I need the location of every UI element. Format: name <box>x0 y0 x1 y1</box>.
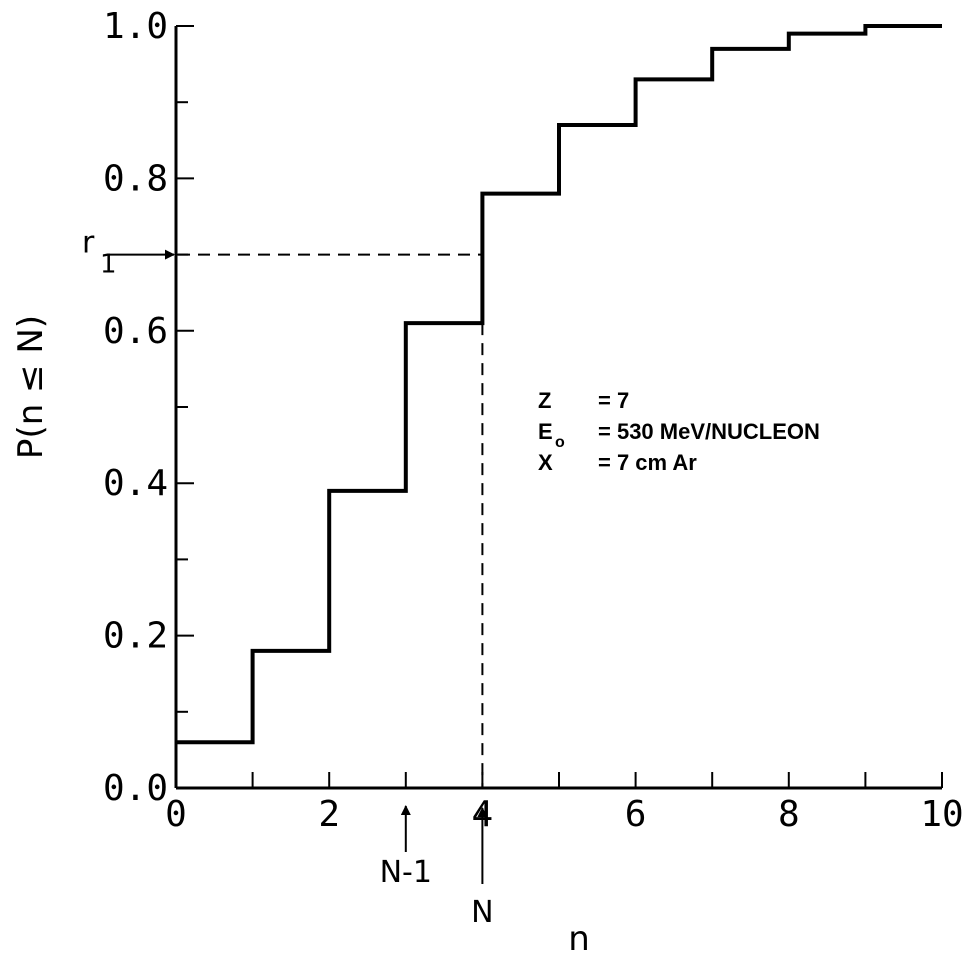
r1-label: r <box>82 226 95 261</box>
x-axis-ticks: 0 2 4 6 8 10 <box>165 772 964 835</box>
r1-subscript: 1 <box>100 250 117 280</box>
parameter-block: Z = 7 E o = 530 MeV/NUCLEON X = 7 cm Ar <box>538 388 820 475</box>
y-tick-label: 0.4 <box>103 463 168 504</box>
x-tick-label: 0 <box>165 794 187 835</box>
y-axis-ticks: 0.0 0.2 0.4 0.6 0.8 1.0 <box>103 6 194 809</box>
x-tick-label: 8 <box>778 794 800 835</box>
step-series-line <box>176 24 942 745</box>
param-z-value: = 7 <box>598 388 629 413</box>
n-label: N <box>471 895 493 930</box>
param-x-value: = 7 cm Ar <box>598 450 697 475</box>
y-tick-label: 0.2 <box>103 616 168 657</box>
y-tick-label: 0.6 <box>103 311 168 352</box>
y-tick-label: 0.0 <box>103 768 168 809</box>
y-tick-label: 1.0 <box>103 6 168 47</box>
y-tick-label: 0.8 <box>103 158 168 199</box>
x-tick-label: 10 <box>920 794 963 835</box>
y-axis-title: P(n ≤ N) <box>11 315 51 459</box>
param-e-value: = 530 MeV/NUCLEON <box>598 419 820 444</box>
param-x-symbol: X <box>538 450 553 475</box>
n-minus-1-label: N-1 <box>380 855 432 890</box>
x-tick-label: 2 <box>318 794 340 835</box>
series-group <box>176 24 942 745</box>
x-tick-label: 6 <box>625 794 647 835</box>
param-e-symbol: E <box>538 419 553 444</box>
param-z-symbol: Z <box>538 388 551 413</box>
x-axis-title: n <box>568 919 590 958</box>
param-e-subscript: o <box>555 434 565 451</box>
